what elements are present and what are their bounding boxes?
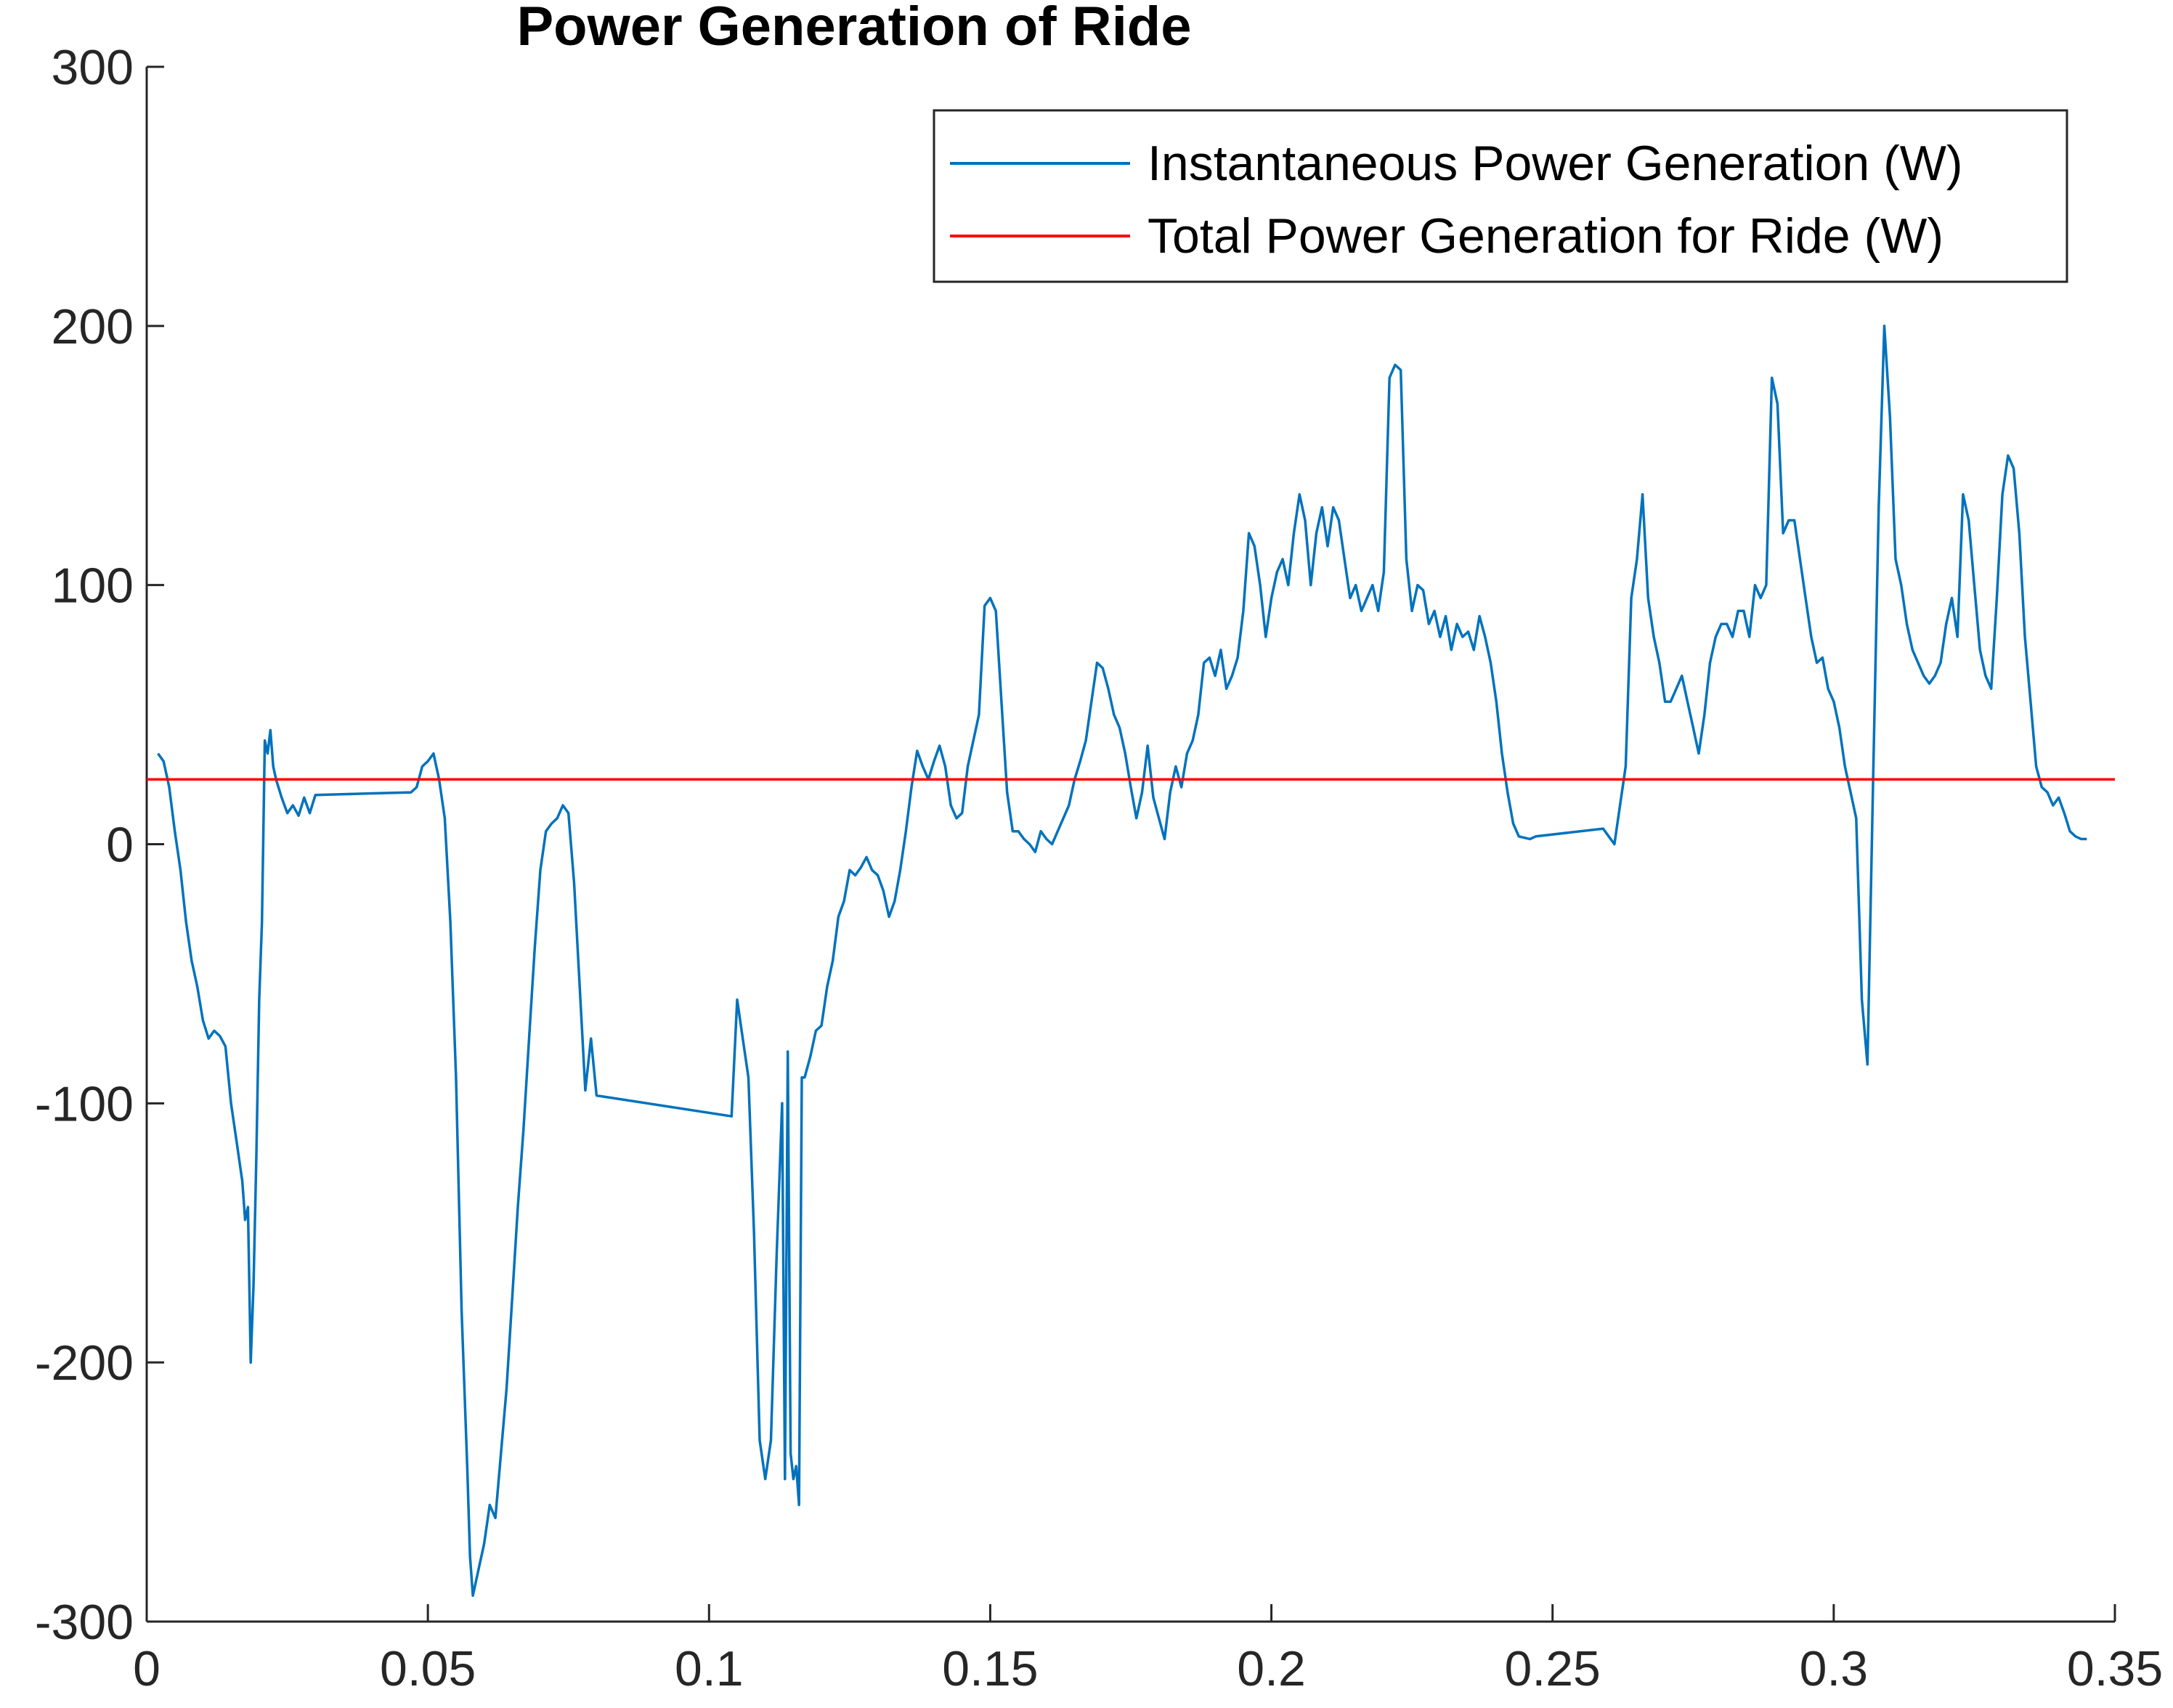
y-tick-label: -200 <box>35 1335 134 1391</box>
chart-title: Power Generation of Ride <box>516 0 1191 57</box>
legend-box <box>933 109 2068 283</box>
y-tick-label: -300 <box>35 1595 134 1650</box>
y-tick-label: 100 <box>52 558 134 614</box>
plot-area: 300 200 100 0 -100 -200 -300 0 0.05 0.1 0.15 0.2 0.… <box>35 40 2163 1696</box>
x-tick-label: 0.05 <box>380 1641 476 1696</box>
y-tick-label: -100 <box>35 1076 134 1131</box>
y-tick-label: 300 <box>52 40 134 95</box>
legend: Instantaneous Power Generation (W) Total… <box>933 109 2068 283</box>
legend-label-total: Total Power Generation for Ride (W) <box>1148 208 1943 264</box>
x-tick-label: 0.25 <box>1505 1641 1601 1696</box>
x-ticks: 0 0.05 0.1 0.15 0.2 0.25 0.3 0.35 <box>133 1604 2163 1696</box>
y-ticks: 300 200 100 0 -100 -200 -300 <box>35 40 164 1650</box>
x-tick-label: 0 <box>133 1641 161 1696</box>
y-tick-label: 0 <box>106 818 134 873</box>
series-layer <box>147 325 2115 1598</box>
x-tick-label: 0.1 <box>675 1641 744 1696</box>
legend-label-instantaneous: Instantaneous Power Generation (W) <box>1148 136 1963 191</box>
x-tick-label: 0.35 <box>2067 1641 2163 1696</box>
x-tick-label: 0.2 <box>1237 1641 1306 1696</box>
x-tick-label: 0.15 <box>942 1641 1038 1696</box>
y-tick-label: 200 <box>52 299 134 354</box>
x-tick-label: 0.3 <box>1800 1641 1869 1696</box>
series-line-instantaneous-power <box>157 325 2087 1598</box>
